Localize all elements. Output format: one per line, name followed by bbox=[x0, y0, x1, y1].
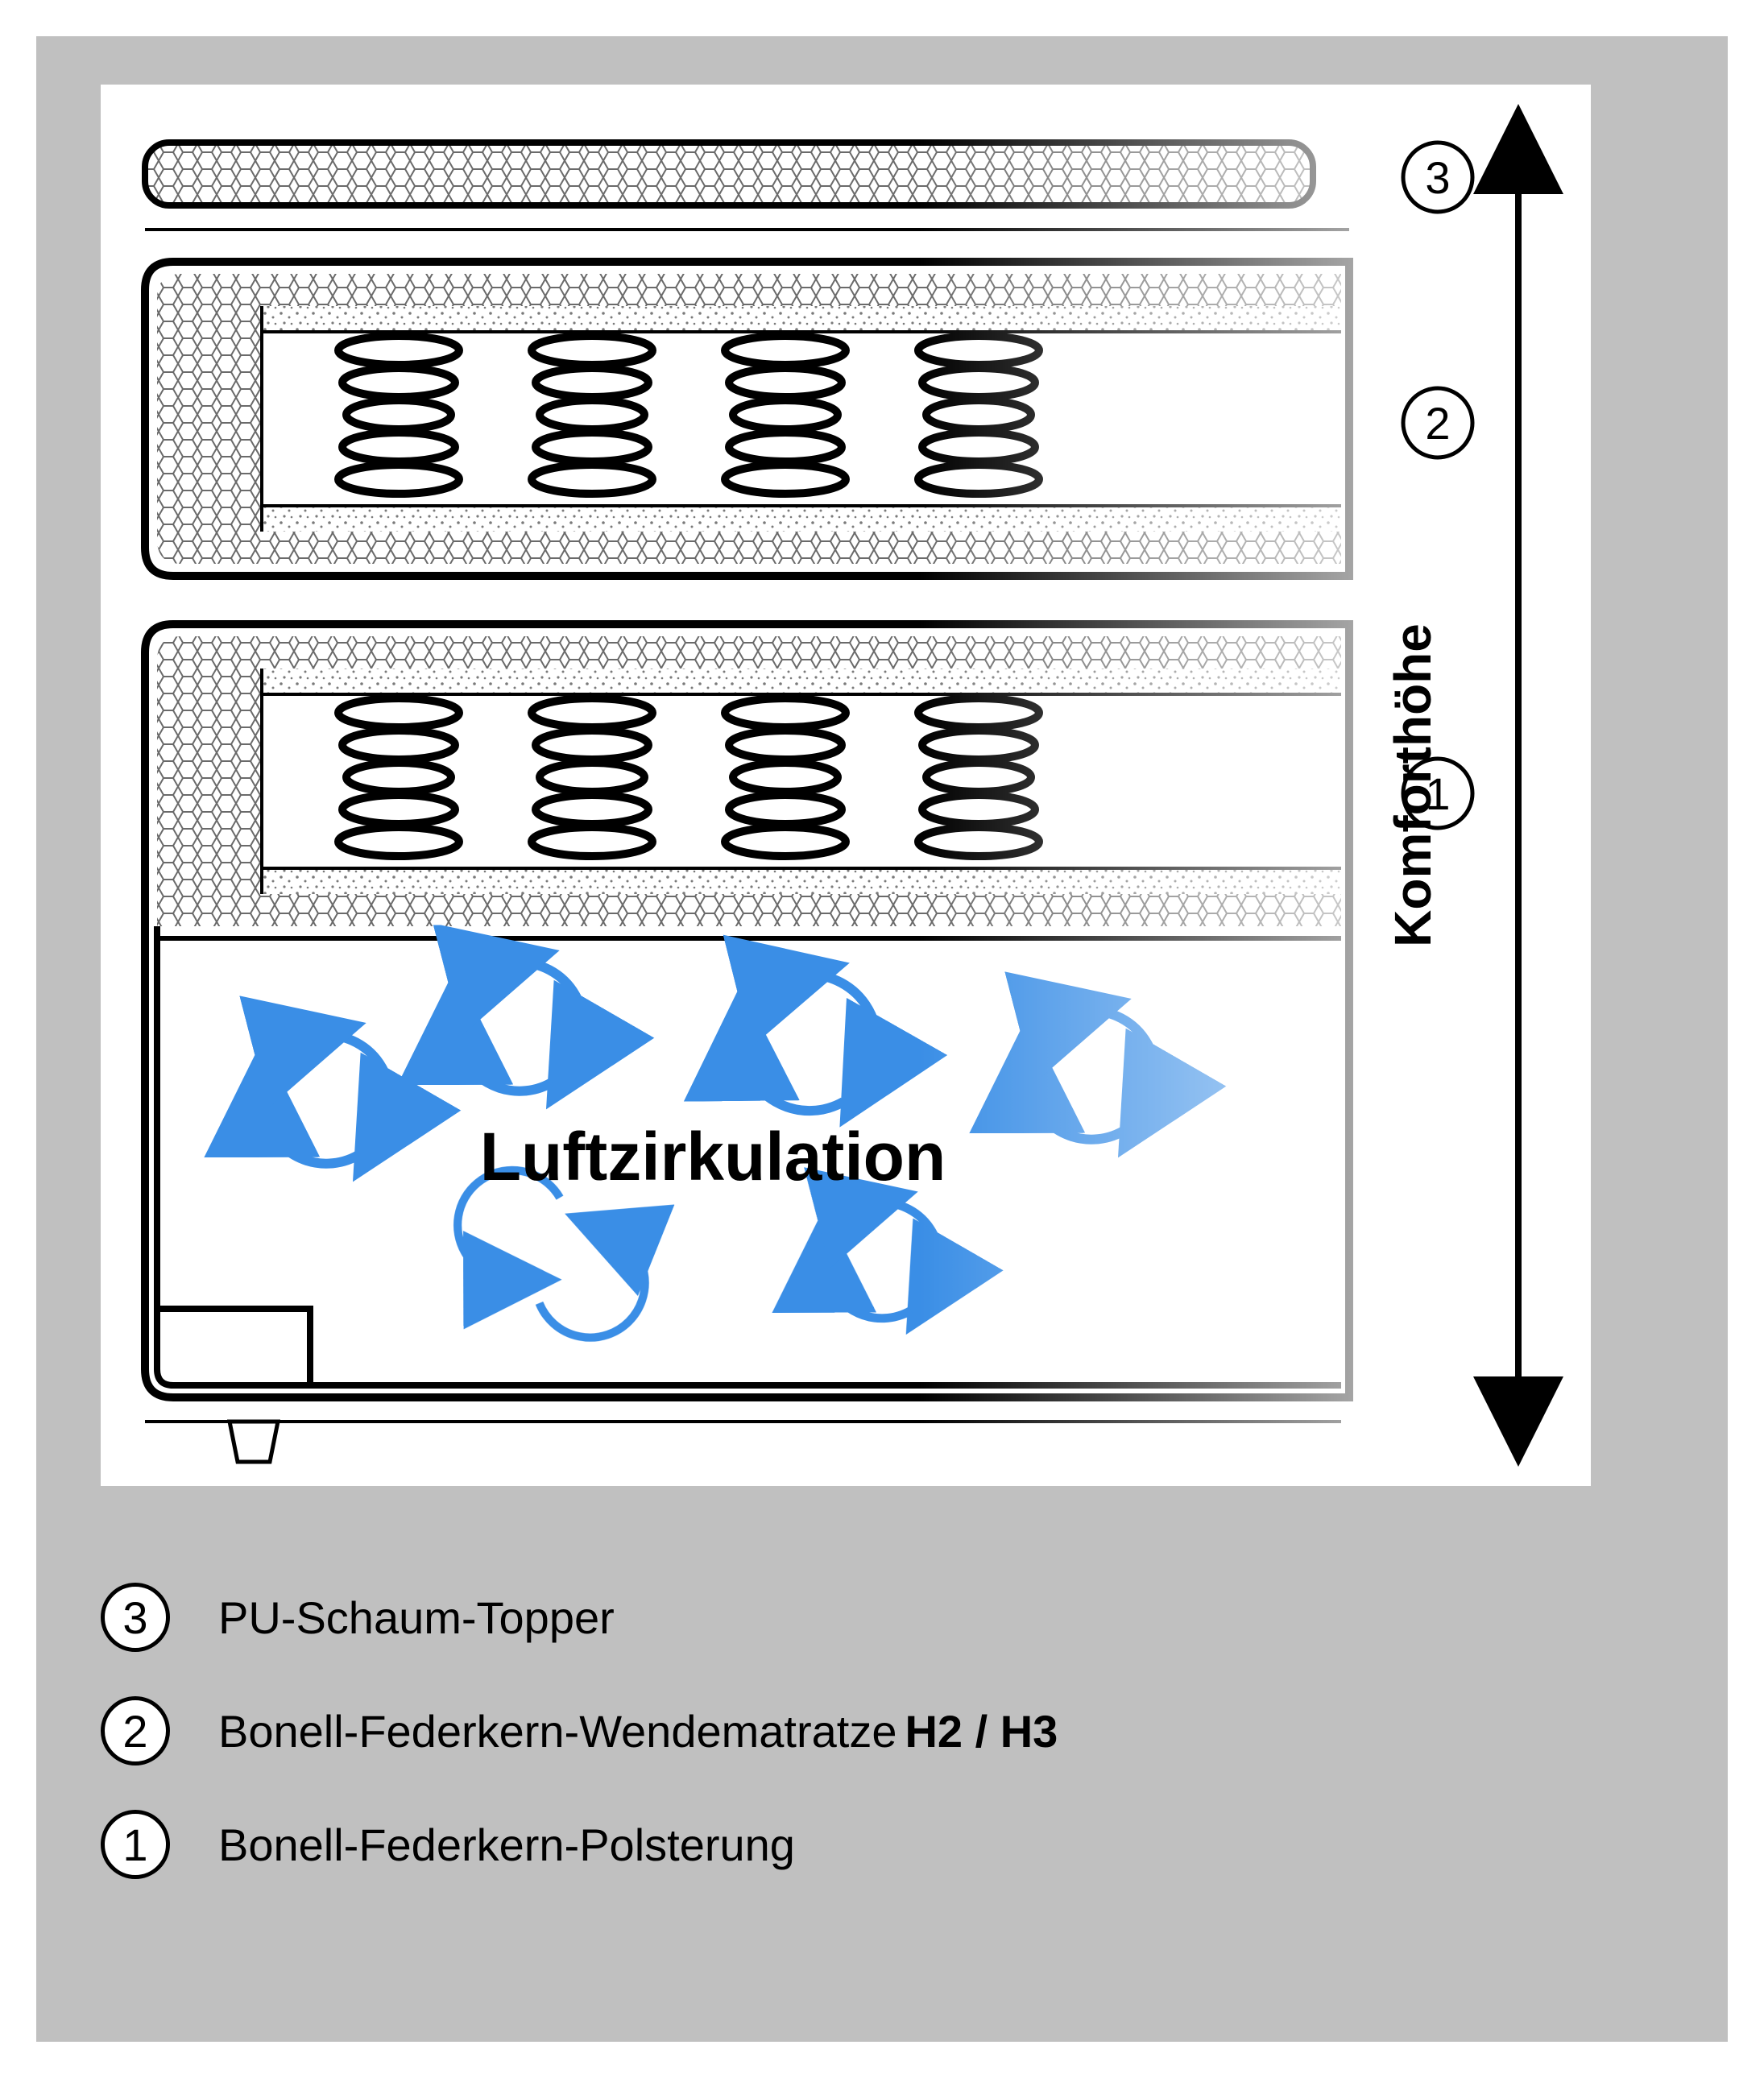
legend-text-1: Bonell-Federkern-Polsterung bbox=[218, 1819, 803, 1871]
legend-row-2: 2 Bonell-Federkern-WendematratzeH2 / H3 bbox=[101, 1696, 1591, 1765]
gray-panel: Luftzirkulation 3 2 1 bbox=[36, 36, 1728, 2042]
svg-text:3: 3 bbox=[1425, 152, 1450, 203]
diagram-area: Luftzirkulation 3 2 1 bbox=[101, 85, 1591, 1486]
mattress-diagram-svg: Luftzirkulation 3 2 1 bbox=[101, 85, 1591, 1486]
outer-frame: Luftzirkulation 3 2 1 bbox=[0, 0, 1764, 2078]
legend-text-3: PU-Schaum-Topper bbox=[218, 1592, 623, 1644]
legend-text-2: Bonell-Federkern-WendematratzeH2 / H3 bbox=[218, 1705, 1058, 1757]
air-text: Luftzirkulation bbox=[480, 1119, 946, 1194]
legend-row-3: 3 PU-Schaum-Topper bbox=[101, 1583, 1591, 1652]
legend-badge-1: 1 bbox=[101, 1810, 170, 1879]
svg-text:2: 2 bbox=[1425, 398, 1450, 449]
legend-badge-3: 3 bbox=[101, 1583, 170, 1652]
komfort-label: Komforthöhe bbox=[1383, 623, 1443, 947]
legend: 3 PU-Schaum-Topper 2 Bonell-Federkern-We… bbox=[101, 1583, 1591, 1923]
legend-row-1: 1 Bonell-Federkern-Polsterung bbox=[101, 1810, 1591, 1879]
legend-badge-2: 2 bbox=[101, 1696, 170, 1765]
